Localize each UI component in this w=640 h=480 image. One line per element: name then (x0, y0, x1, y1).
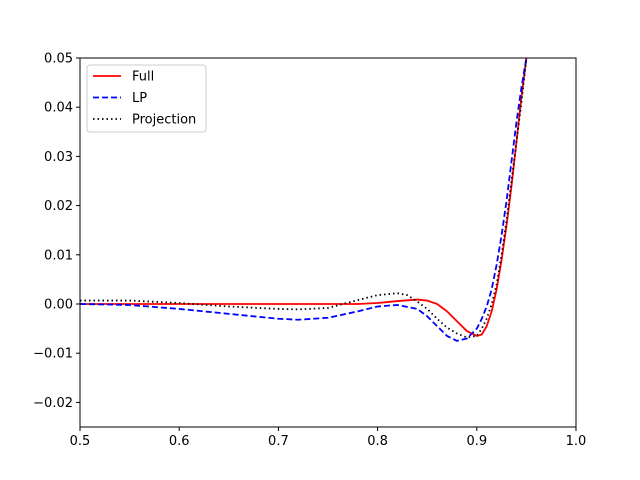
y-tick-label: 0.00 (44, 298, 73, 313)
y-tick-label: 0.02 (44, 199, 73, 214)
y-tick-label: 0.04 (44, 101, 73, 116)
y-tick-label: 0.01 (44, 248, 73, 263)
x-tick-label: 0.6 (169, 434, 190, 449)
x-tick-label: 0.9 (466, 434, 487, 449)
x-tick-label: 0.7 (268, 434, 289, 449)
legend-label-full: Full (132, 70, 154, 85)
y-tick-label: −0.02 (33, 396, 73, 411)
plot-frame (79, 57, 577, 428)
x-tick-label: 0.5 (70, 434, 91, 449)
series-layer (80, 58, 528, 342)
y-tick-label: 0.05 (44, 52, 73, 67)
y-tick-label: −0.01 (33, 347, 73, 362)
legend: Full LP Projection (86, 64, 207, 133)
x-tick-label: 0.8 (367, 434, 388, 449)
legend-label-lp: LP (132, 91, 147, 106)
x-tick-label: 1.0 (566, 434, 587, 449)
series-line-projection (80, 58, 528, 339)
legend-box (86, 64, 207, 133)
y-axis: −0.02 −0.01 0.00 0.01 0.02 0.03 0.04 0.05 (33, 52, 80, 411)
series-line-lp (80, 58, 528, 342)
x-axis: 0.5 0.6 0.7 0.8 0.9 1.0 (70, 427, 587, 449)
y-tick-label: 0.03 (44, 150, 73, 165)
legend-label-projection: Projection (132, 113, 196, 128)
